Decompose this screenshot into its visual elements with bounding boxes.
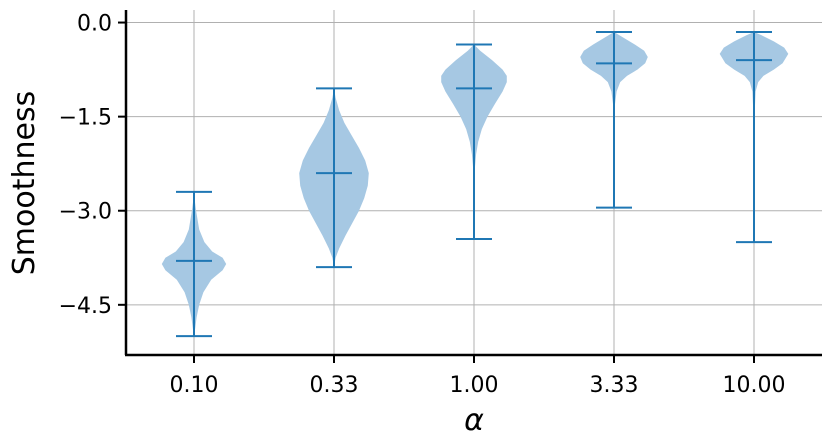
y-tick-label: 0.0 xyxy=(77,12,112,37)
x-tick-label: 0.33 xyxy=(310,373,359,398)
violins xyxy=(161,30,789,338)
y-axis-title: Smoothness xyxy=(7,91,42,275)
x-axis-title: α xyxy=(464,403,484,438)
x-tick-label: 3.33 xyxy=(590,373,639,398)
x-tick-label: 1.00 xyxy=(450,373,499,398)
x-tick-label: 10.00 xyxy=(723,373,786,398)
y-tick-label: −3.0 xyxy=(59,200,112,225)
y-tick-label: −4.5 xyxy=(59,294,112,319)
x-tick-label: 0.10 xyxy=(170,373,219,398)
ticks: 0.0 −1.5 −3.0 −4.5 0.10 0.33 1.00 3.33 10.00 xyxy=(59,12,786,398)
y-tick-label: −1.5 xyxy=(59,106,112,131)
